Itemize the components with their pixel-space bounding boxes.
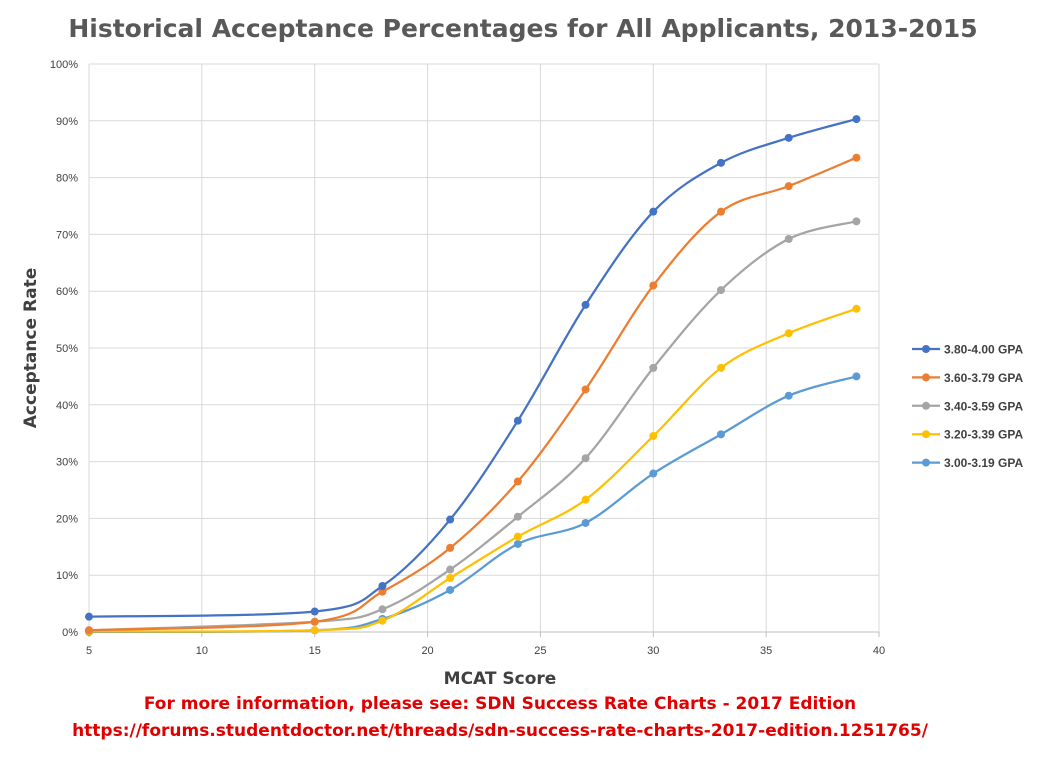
- axes: [88, 64, 880, 637]
- y-tick-label: 30%: [56, 457, 78, 469]
- data-point: [513, 539, 522, 548]
- y-tick-label: 60%: [56, 286, 78, 298]
- data-point: [649, 281, 658, 290]
- data-point: [378, 581, 387, 590]
- data-point: [446, 565, 455, 574]
- series-line: [87, 117, 858, 618]
- data-point: [310, 607, 319, 616]
- data-point: [446, 515, 455, 524]
- legend-item: 3.60-3.79 GPA: [912, 371, 1023, 385]
- y-tick-label: 70%: [56, 229, 78, 241]
- series-line: [87, 156, 858, 632]
- data-point: [581, 300, 590, 309]
- data-point: [513, 477, 522, 486]
- series-lines: [87, 117, 858, 634]
- series-line: [87, 307, 858, 633]
- y-tick-label: 40%: [56, 400, 78, 412]
- data-point: [649, 207, 658, 216]
- y-axis-title: Acceptance Rate: [21, 268, 41, 428]
- x-tick-label: 35: [760, 645, 772, 657]
- legend-marker: [922, 345, 930, 353]
- footer-info-text: For more information, please see: SDN Su…: [144, 694, 856, 714]
- data-point: [446, 574, 455, 583]
- y-tick-labels: 0% 10% 20% 30% 40% 50% 60% 70% 80% 90% 100%: [50, 59, 78, 639]
- legend: 3.80-4.00 GPA 3.60-3.79 GPA 3.40-3.59 GPA 3…: [912, 343, 1023, 470]
- series-points: [85, 115, 861, 636]
- legend-item: 3.40-3.59 GPA: [912, 399, 1023, 413]
- y-tick-label: 80%: [56, 173, 78, 185]
- data-point: [852, 153, 861, 162]
- legend-marker: [922, 373, 930, 382]
- x-tick-label: 30: [647, 645, 659, 657]
- data-point: [446, 585, 455, 594]
- data-point: [85, 612, 93, 621]
- legend-marker: [922, 401, 930, 410]
- y-tick-label: 90%: [56, 116, 78, 128]
- x-tick-label: 15: [309, 645, 321, 657]
- legend-label: 3.60-3.79 GPA: [944, 371, 1023, 385]
- legend-marker: [922, 458, 930, 467]
- x-tick-label: 10: [196, 645, 208, 657]
- x-tick-label: 40: [873, 645, 885, 657]
- legend-label: 3.80-4.00 GPA: [944, 343, 1023, 357]
- data-point: [852, 372, 861, 381]
- x-axis-title: MCAT Score: [444, 669, 557, 689]
- data-point: [717, 363, 725, 372]
- data-point: [784, 391, 793, 400]
- data-point: [85, 626, 93, 635]
- data-point: [717, 286, 725, 295]
- data-point: [513, 532, 522, 541]
- legend-marker: [922, 430, 930, 439]
- data-point: [784, 133, 793, 142]
- data-point: [649, 469, 658, 478]
- data-point: [852, 217, 861, 226]
- data-point: [649, 363, 658, 372]
- data-point: [717, 158, 725, 167]
- series-line: [87, 375, 858, 634]
- y-tick-label: 100%: [50, 59, 78, 71]
- data-point: [310, 626, 319, 635]
- legend-label: 3.00-3.19 GPA: [944, 456, 1023, 470]
- data-point: [581, 495, 590, 504]
- chart-title: Historical Acceptance Percentages for Al…: [68, 14, 977, 43]
- y-tick-label: 50%: [56, 343, 78, 355]
- data-point: [581, 385, 590, 394]
- x-tick-label: 25: [534, 645, 546, 657]
- series-line: [87, 220, 858, 632]
- data-point: [378, 605, 387, 614]
- legend-item: 3.00-3.19 GPA: [912, 456, 1023, 470]
- data-point: [784, 329, 793, 338]
- y-tick-label: 20%: [56, 513, 78, 525]
- data-point: [784, 234, 793, 243]
- data-point: [852, 115, 861, 124]
- data-point: [581, 454, 590, 463]
- data-point: [378, 616, 387, 625]
- legend-label: 3.20-3.39 GPA: [944, 428, 1023, 442]
- data-point: [784, 182, 793, 191]
- data-point: [513, 416, 522, 425]
- data-point: [581, 518, 590, 527]
- data-point: [717, 207, 725, 216]
- legend-label: 3.40-3.59 GPA: [944, 399, 1023, 413]
- x-tick-label: 5: [86, 645, 92, 657]
- y-tick-label: 0%: [62, 627, 78, 639]
- legend-item: 3.20-3.39 GPA: [912, 428, 1023, 442]
- data-point: [717, 430, 725, 439]
- footer-link[interactable]: https://forums.studentdoctor.net/threads…: [72, 721, 929, 741]
- data-point: [513, 512, 522, 521]
- data-point: [378, 587, 387, 596]
- data-point: [310, 617, 319, 626]
- data-point: [446, 543, 455, 552]
- data-point: [649, 432, 658, 441]
- gridlines: [89, 63, 880, 632]
- x-tick-label: 20: [421, 645, 433, 657]
- y-tick-label: 10%: [56, 570, 78, 582]
- legend-item: 3.80-4.00 GPA: [912, 343, 1023, 357]
- data-point: [852, 304, 861, 313]
- x-tick-labels: 5 10 15 20 25 30 35 40: [86, 645, 885, 657]
